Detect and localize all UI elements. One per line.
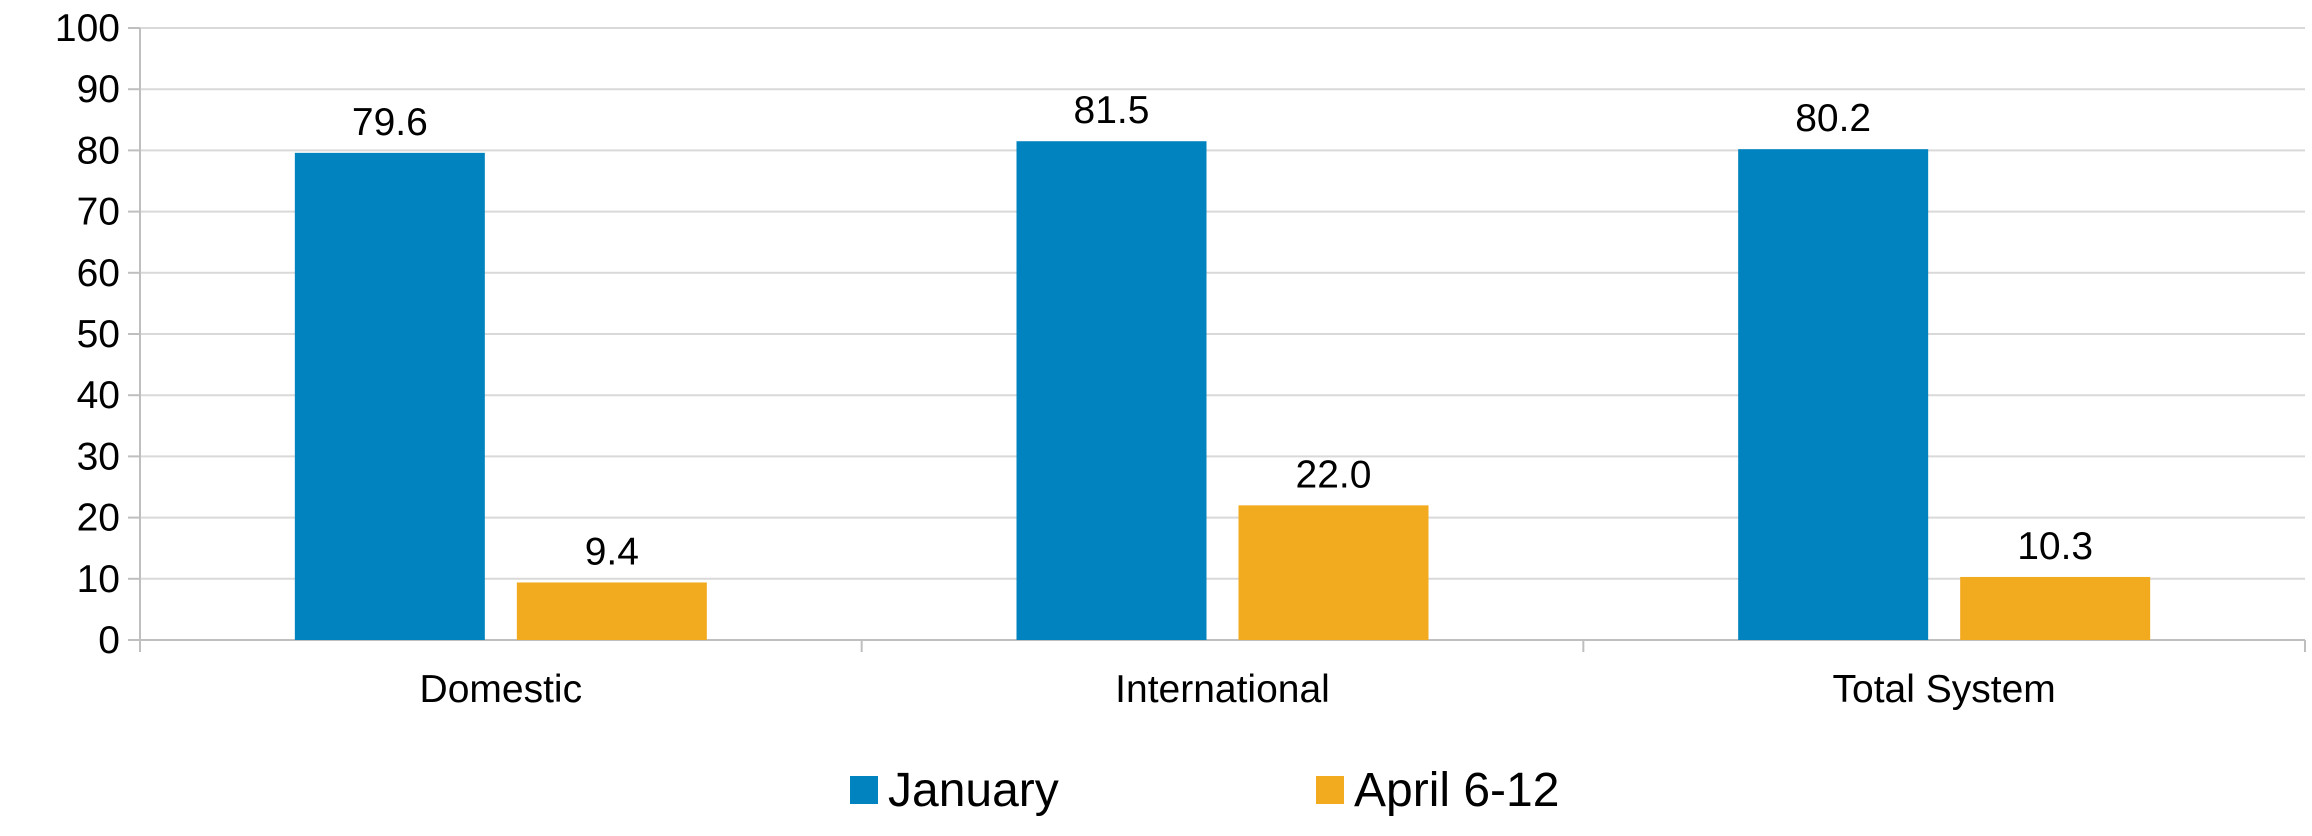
x-axis: Domestic International Total System bbox=[139, 639, 2306, 711]
gridlines bbox=[140, 27, 2305, 580]
legend-swatch bbox=[850, 776, 878, 804]
y-tick-label: 10 bbox=[77, 558, 120, 601]
y-tick-label: 70 bbox=[77, 191, 120, 234]
data-label: 80.2 bbox=[1795, 97, 1871, 140]
bars bbox=[294, 141, 2151, 640]
bar bbox=[1960, 576, 2151, 640]
y-tick-label: 80 bbox=[77, 129, 120, 172]
x-tick-label: International bbox=[1115, 668, 1330, 711]
x-tick-label: Total System bbox=[1833, 668, 2056, 711]
legend-label: April 6-12 bbox=[1354, 764, 1559, 817]
bar bbox=[1238, 505, 1429, 640]
y-tick-label: 90 bbox=[77, 68, 120, 111]
y-tick-label: 0 bbox=[98, 619, 120, 662]
y-axis: 0 10 20 30 40 50 60 70 80 90 100 bbox=[55, 7, 141, 662]
x-tick-label: Domestic bbox=[420, 668, 583, 711]
y-tick-label: 100 bbox=[55, 7, 120, 50]
y-tick-label: 50 bbox=[77, 313, 120, 356]
data-labels: 79.6 9.4 81.5 22.0 80.2 10.3 bbox=[352, 89, 2093, 573]
data-label: 9.4 bbox=[585, 530, 639, 573]
legend: January April 6-12 bbox=[850, 764, 1559, 817]
bar bbox=[294, 152, 485, 640]
data-label: 81.5 bbox=[1074, 89, 1150, 132]
bar bbox=[1016, 141, 1207, 640]
data-label: 10.3 bbox=[2017, 525, 2093, 568]
y-tick-label: 30 bbox=[77, 435, 120, 478]
y-tick-label: 20 bbox=[77, 497, 120, 540]
y-tick-label: 40 bbox=[77, 374, 120, 417]
y-tick-label: 60 bbox=[77, 252, 120, 295]
legend-label: January bbox=[888, 764, 1059, 817]
data-label: 22.0 bbox=[1296, 453, 1372, 496]
bar bbox=[1738, 149, 1929, 640]
bar bbox=[516, 582, 707, 640]
legend-swatch bbox=[1316, 776, 1344, 804]
data-label: 79.6 bbox=[352, 101, 428, 144]
